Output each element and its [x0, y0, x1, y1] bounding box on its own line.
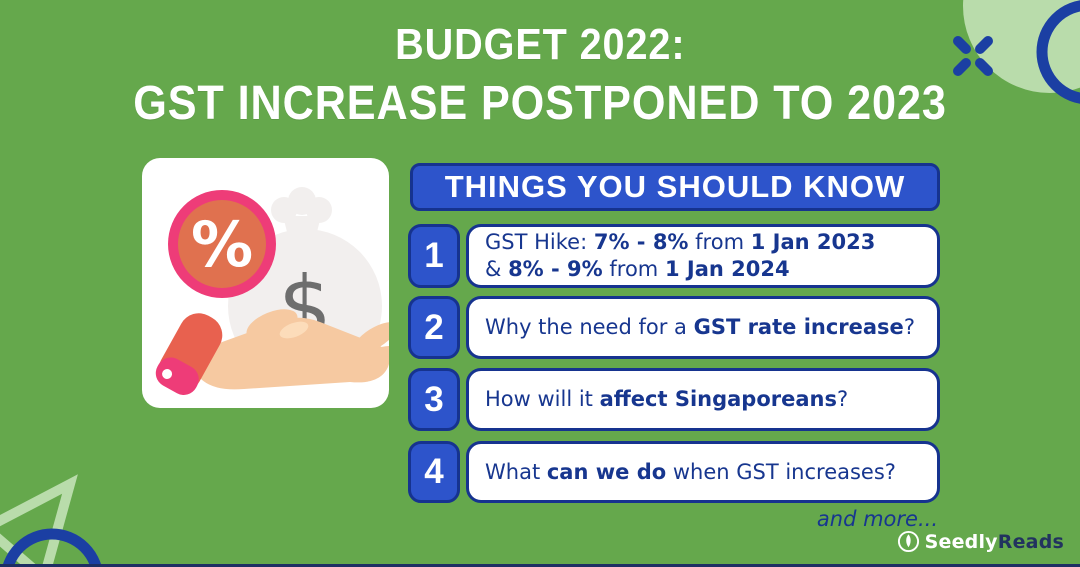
- item-number-badge: 1: [408, 224, 460, 288]
- item-text-box: What can we do when GST increases?: [466, 441, 940, 503]
- title-line-1: BUDGET 2022:: [0, 22, 1080, 68]
- item-text: What can we do when GST increases?: [485, 459, 896, 484]
- x-cross-icon: [953, 36, 993, 76]
- title-line-2: GST INCREASE POSTPONED TO 2023: [0, 79, 1080, 129]
- item-text: GST Hike: 7% - 8% from 1 Jan 2023 & 8% - …: [485, 230, 876, 281]
- list-item: 4 What can we do when GST increases?: [408, 441, 940, 503]
- item-text-box: How will it affect Singaporeans?: [466, 368, 940, 431]
- title-text-1: BUDGET 2022:: [394, 20, 686, 69]
- seedly-leaf-icon: [897, 530, 919, 553]
- item-text: How will it affect Singaporeans?: [485, 387, 849, 411]
- bottom-strip: [0, 564, 1080, 567]
- panel-header-label: THINGS YOU SHOULD KNOW: [444, 169, 906, 204]
- list-item: 2 Why the need for a GST rate increase?: [408, 296, 940, 359]
- logo-reads-text: Reads: [997, 530, 1064, 553]
- item-number-badge: 3: [408, 368, 460, 431]
- panel-header: THINGS YOU SHOULD KNOW: [410, 163, 940, 211]
- money-hand-illustration: $ %: [155, 187, 405, 395]
- item-number-badge: 4: [408, 441, 460, 503]
- percent-icon: %: [191, 208, 253, 281]
- sleeve: [155, 313, 223, 395]
- blue-ring-icon: [2, 528, 102, 567]
- blue-ring-icon: [1036, 0, 1080, 104]
- logo-seedly-text: Seedly: [924, 530, 998, 553]
- item-text-box: GST Hike: 7% - 8% from 1 Jan 2023 & 8% - …: [466, 224, 940, 288]
- title-text-2: GST INCREASE POSTPONED TO 2023: [133, 77, 947, 130]
- percent-badge: %: [168, 190, 276, 298]
- list-item: 3 How will it affect Singaporeans?: [408, 368, 940, 431]
- more-label: and more...: [816, 507, 938, 531]
- item-text: Why the need for a GST rate increase?: [485, 315, 915, 339]
- item-number-badge: 2: [408, 296, 460, 359]
- list-item: 1 GST Hike: 7% - 8% from 1 Jan 2023 & 8% …: [408, 224, 940, 288]
- illustration-card: $ %: [142, 158, 405, 408]
- seedly-reads-logo: SeedlyReads: [897, 530, 1064, 553]
- item-text-box: Why the need for a GST rate increase?: [466, 296, 940, 359]
